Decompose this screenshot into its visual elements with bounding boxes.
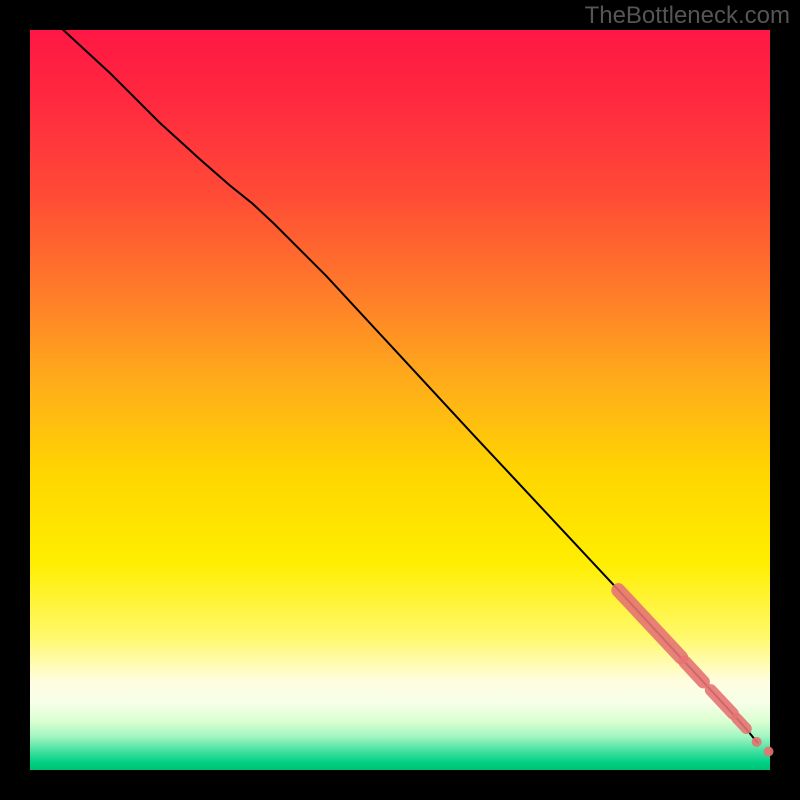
chart-svg bbox=[0, 0, 800, 800]
marker-segment bbox=[737, 718, 747, 728]
marker-dot bbox=[764, 747, 774, 757]
plot-background bbox=[30, 30, 770, 770]
marker-dot bbox=[752, 737, 762, 747]
watermark-text: TheBottleneck.com bbox=[585, 2, 790, 30]
chart-frame: TheBottleneck.com bbox=[0, 0, 800, 800]
